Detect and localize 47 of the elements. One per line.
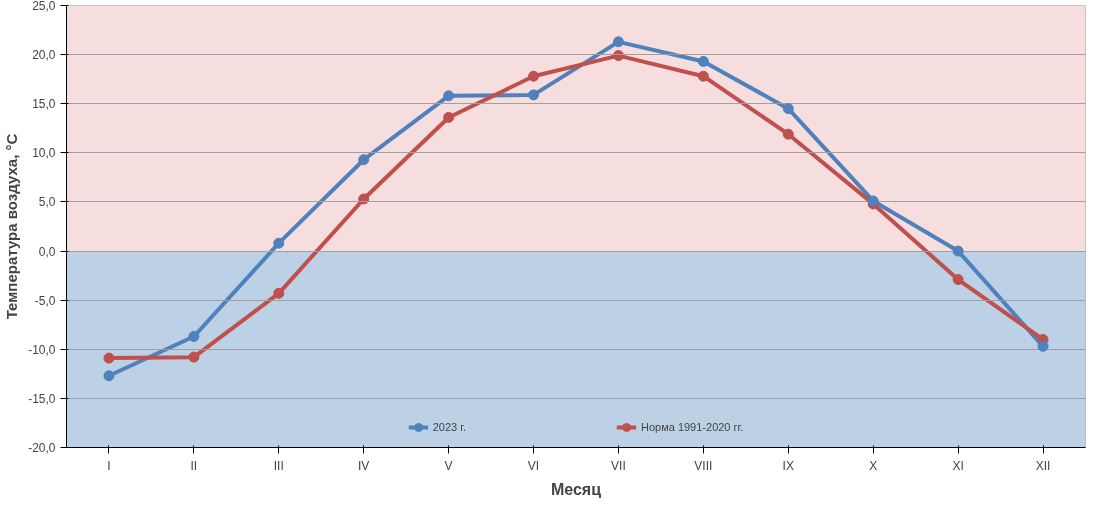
y-tick-label: 25,0 [32, 0, 56, 13]
point [443, 111, 455, 123]
point [612, 36, 624, 48]
x-tick-label: XII [1035, 458, 1051, 473]
point [782, 103, 794, 115]
legend-label: 2023 г. [432, 421, 466, 433]
y-axis-title: Температура воздуха, °С [3, 133, 21, 320]
y-tick-label: 5,0 [38, 195, 56, 210]
legend-label: Норма 1991-2020 гг. [640, 421, 744, 433]
x-tick-label: VI [527, 458, 540, 473]
point [1037, 340, 1049, 352]
point [952, 274, 964, 286]
point [782, 128, 794, 140]
point [273, 287, 285, 299]
y-tick-label: -10,0 [28, 342, 56, 357]
y-tick-label: -5,0 [34, 293, 56, 308]
x-tick-label: I [107, 458, 111, 473]
point [697, 70, 709, 82]
x-tick-label: III [273, 458, 284, 473]
point [358, 154, 370, 166]
point [273, 237, 285, 249]
y-tick-label: 20,0 [32, 48, 56, 63]
y-tick-label: -20,0 [28, 441, 56, 455]
point [697, 56, 709, 67]
x-axis-title: Месяц [550, 480, 602, 498]
y-tick-label: 10,0 [32, 146, 56, 161]
point [103, 352, 115, 364]
x-tick-label: V [444, 458, 453, 473]
x-tick-label: IV [358, 458, 370, 473]
x-tick-label: VIII [694, 458, 713, 473]
point [188, 331, 200, 342]
point [612, 50, 624, 62]
x-tick-label: II [190, 458, 198, 473]
x-tick-label: XI [952, 458, 964, 473]
x-tick-label: VII [611, 458, 626, 473]
point [528, 89, 540, 101]
point [188, 351, 200, 363]
y-tick-label: 15,0 [32, 97, 56, 112]
y-tick-label: 0,0 [38, 244, 56, 259]
point [528, 70, 540, 82]
point [443, 90, 455, 102]
x-tick-label: IX [782, 458, 794, 473]
point [103, 370, 115, 382]
point [952, 245, 964, 257]
point [358, 193, 370, 205]
y-tick-label: -15,0 [28, 391, 56, 406]
x-tick-label: X [869, 458, 878, 473]
